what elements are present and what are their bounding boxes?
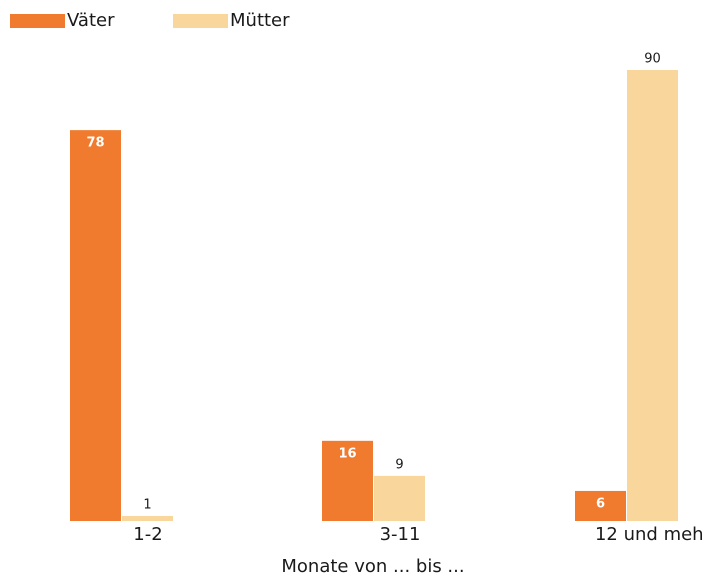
x-tick-label: 1-2 [133,524,162,545]
data-label: 16 [338,446,356,461]
x-axis-label: Monate von ... bis ... [281,556,464,577]
x-tick-label: 12 und mehr [595,524,705,545]
data-label: 78 [86,136,104,151]
legend-swatch [173,14,228,28]
legend-label: Väter [67,10,115,31]
legend-label: Mütter [230,10,290,31]
bar [374,475,425,521]
bar [322,440,373,521]
data-label: 1 [143,497,151,512]
bar [627,70,678,521]
bar [122,515,173,521]
data-label: 6 [596,496,605,511]
legend-swatch [10,14,65,28]
x-tick-label: 3-11 [380,524,421,545]
bar [575,490,626,521]
data-label: 9 [395,457,403,472]
bar [70,130,121,521]
data-label: 90 [644,52,661,67]
